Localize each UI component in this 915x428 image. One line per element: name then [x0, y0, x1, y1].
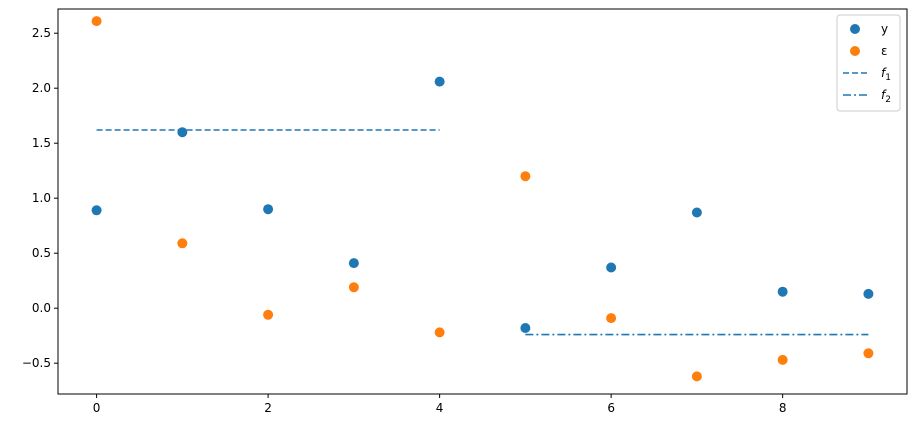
point-series-0-9	[863, 288, 874, 299]
point-series-0-6	[606, 262, 617, 273]
point-series-1-3	[348, 282, 359, 293]
legend-label-sub: 1	[885, 73, 891, 83]
point-series-1-2	[263, 309, 274, 320]
y-tick-label: 2.5	[32, 26, 51, 40]
point-series-1-0	[91, 16, 102, 27]
line-series-layer	[96, 129, 869, 336]
point-series-0-1	[177, 127, 188, 138]
y-axis: −0.5 0.0 0.5 1.0 1.5 2.0 2.5	[22, 26, 58, 370]
x-tick-label: 6	[607, 401, 615, 415]
legend-label: f2	[881, 88, 891, 105]
y-tick-label: 2.0	[32, 81, 51, 95]
y-tick-label: 0.0	[32, 301, 51, 315]
point-series-0-0	[91, 205, 102, 216]
legend-label-sub: 2	[885, 95, 891, 105]
legend-box	[836, 14, 901, 112]
point-series-1-5	[520, 171, 531, 182]
legend-label-main: y	[881, 22, 888, 36]
point-series-1-9	[863, 348, 874, 359]
y-tick-label: 1.5	[32, 136, 51, 150]
legend-marker	[850, 24, 860, 34]
legend-label-main: ε	[881, 44, 888, 58]
point-series-0-7	[691, 207, 702, 218]
x-tick-label: 2	[264, 401, 272, 415]
x-axis: 0 2 4 6 8	[93, 394, 787, 415]
point-series-layer	[91, 16, 874, 382]
point-series-1-4	[434, 327, 445, 338]
point-series-0-4	[434, 76, 445, 87]
point-series-1-1	[177, 238, 188, 249]
legend-label: y	[881, 22, 888, 36]
legend-label-main: f	[881, 88, 887, 102]
point-series-0-5	[520, 323, 531, 333]
point-series-0-3	[348, 258, 359, 269]
point-series-0-8	[777, 286, 788, 297]
legend-marker	[850, 46, 860, 56]
legend-label-main: f	[881, 66, 887, 80]
legend-label: f1	[881, 66, 891, 83]
plot-frame	[57, 8, 908, 395]
x-tick-label: 0	[93, 401, 101, 415]
x-tick-label: 8	[779, 401, 787, 415]
point-series-1-6	[606, 313, 617, 324]
x-tick-label: 4	[436, 401, 444, 415]
legend-label: ε	[881, 44, 888, 58]
point-series-0-2	[263, 204, 274, 215]
y-tick-label: 1.0	[32, 191, 51, 205]
point-series-1-7	[691, 371, 702, 382]
point-series-1-8	[777, 354, 788, 365]
y-tick-label: −0.5	[22, 356, 51, 370]
y-tick-label: 0.5	[32, 246, 51, 260]
